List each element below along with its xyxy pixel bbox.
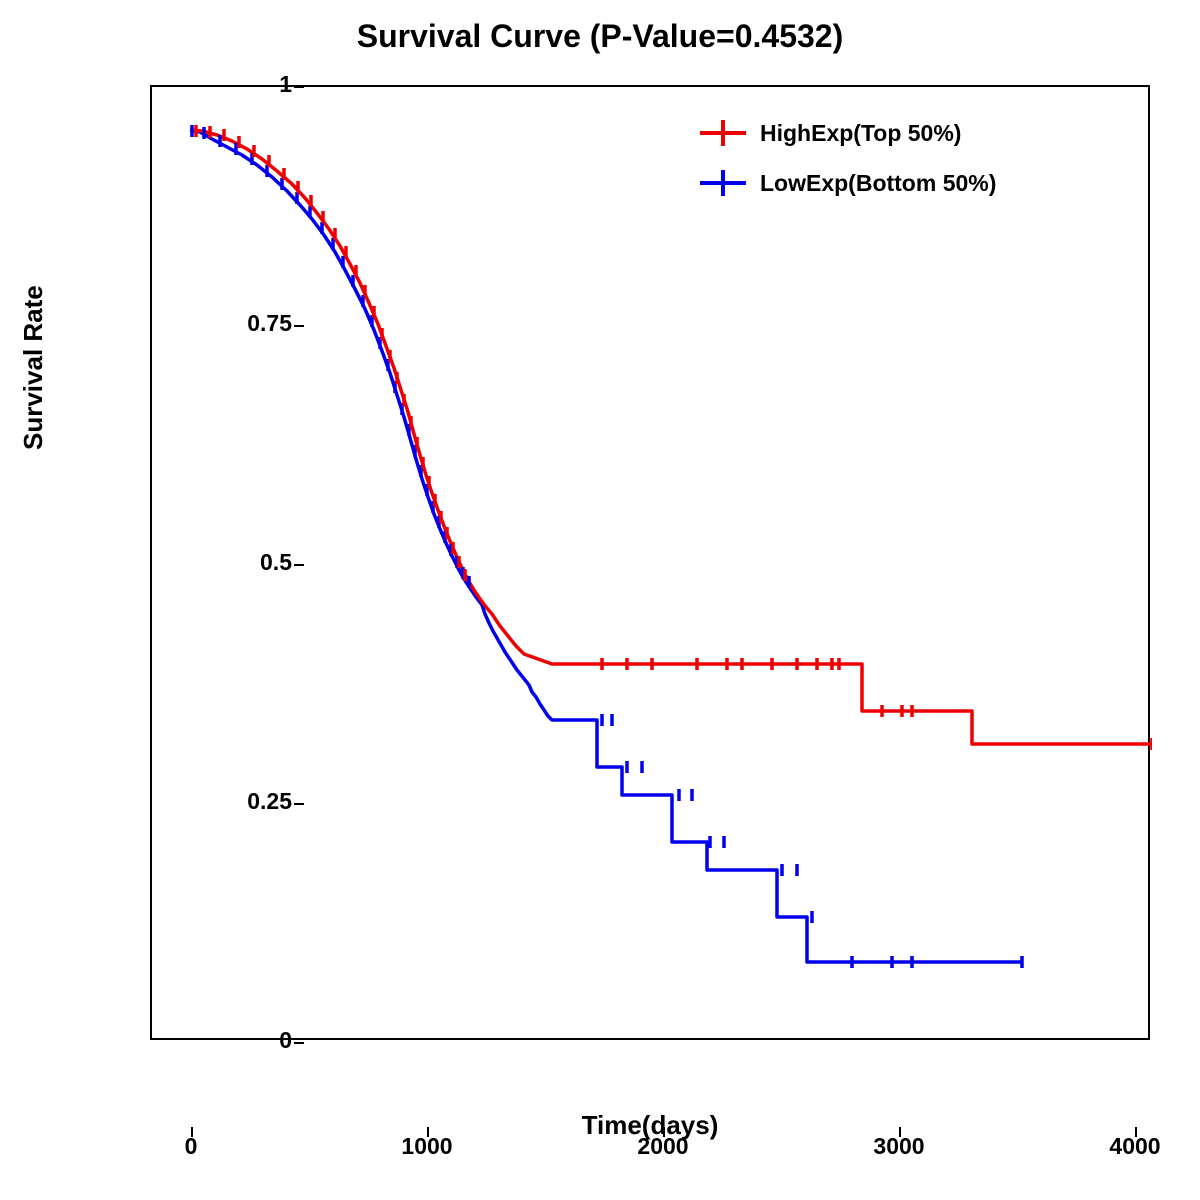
legend-item-high-exp[interactable]: HighExp(Top 50%) bbox=[700, 108, 1130, 158]
x-axis-label: Time(days) bbox=[150, 1110, 1150, 1141]
high-exp-censor-marks bbox=[196, 125, 1152, 750]
low-exp-censor-marks bbox=[192, 125, 1022, 968]
legend-box: HighExp(Top 50%) LowExp(Bottom 50%) bbox=[700, 108, 1130, 218]
high-exp-marker-icon bbox=[700, 120, 746, 146]
legend-item-low-exp[interactable]: LowExp(Bottom 50%) bbox=[700, 158, 1130, 208]
low-exp-curve-line[interactable] bbox=[190, 130, 1022, 962]
chart-title: Survival Curve (P-Value=0.4532) bbox=[0, 18, 1200, 55]
high-exp-curve-line[interactable] bbox=[190, 130, 1152, 744]
low-exp-marker-icon bbox=[700, 170, 746, 196]
survival-curves-svg bbox=[152, 87, 1152, 1042]
legend-label-high-exp: HighExp(Top 50%) bbox=[760, 120, 961, 147]
legend-label-low-exp: LowExp(Bottom 50%) bbox=[760, 170, 996, 197]
plot-area: 1 0.75 0.5 0.25 0 0 1000 2000 3000 4000 bbox=[150, 85, 1150, 1040]
y-axis-label: Survival Rate bbox=[18, 420, 49, 450]
chart-container: Survival Curve (P-Value=0.4532) 1 0.75 0… bbox=[0, 0, 1200, 1200]
